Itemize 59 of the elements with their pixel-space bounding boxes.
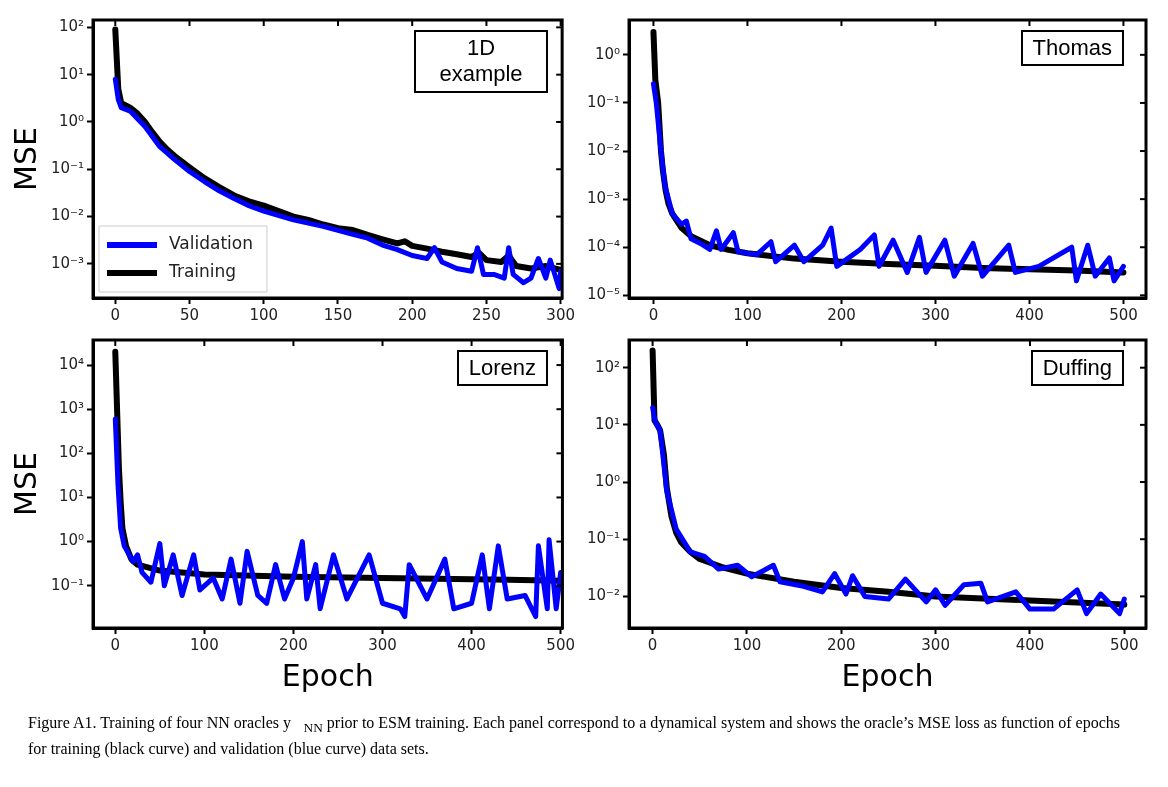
x-tick-label: 400 [1015, 635, 1045, 654]
y-tick-label: 10¹ [58, 487, 85, 506]
x-tick-label: 200 [397, 305, 427, 324]
x-tick-label: 100 [733, 305, 762, 324]
y-tick-label: 10⁰ [594, 471, 621, 490]
annotation: 1D example [414, 30, 548, 93]
x-axis-title: Epoch [841, 657, 934, 693]
x-tick-label: 200 [826, 635, 856, 654]
y-tick-label: 10⁻⁵ [586, 285, 621, 304]
x-tick-label: 500 [1109, 635, 1139, 654]
legend-label: Training [168, 261, 237, 282]
annotation: Thomas [1020, 30, 1124, 67]
x-tick-label: 0 [110, 305, 121, 324]
y-tick-label: 10² [58, 443, 85, 462]
legend-label: Validation [169, 233, 253, 254]
x-tick-label: 300 [368, 635, 397, 654]
y-axis-title: MSE [7, 452, 43, 516]
y-tick-label: 10¹ [58, 64, 85, 83]
x-tick-label: 100 [732, 635, 762, 654]
x-tick-label: 400 [457, 635, 486, 654]
y-tick-label: 10² [594, 357, 621, 376]
x-axis-title: Epoch [281, 657, 374, 693]
y-tick-label: 10⁻² [50, 206, 85, 225]
x-tick-label: 0 [647, 635, 658, 654]
y-tick-label: 10⁻¹ [50, 575, 85, 594]
y-tick-label: 10⁻³ [586, 189, 621, 208]
x-tick-label: 250 [472, 305, 501, 324]
x-tick-label: 400 [1015, 305, 1044, 324]
y-tick-label: 10⁰ [594, 44, 621, 63]
y-axis-title: MSE [7, 127, 43, 191]
x-tick-label: 500 [1109, 305, 1138, 324]
x-tick-label: 100 [249, 305, 279, 324]
y-tick-label: 10³ [58, 399, 85, 418]
x-tick-label: 50 [179, 305, 200, 324]
y-tick-label: 10⁻¹ [586, 529, 621, 548]
y-tick-label: 10⁻¹ [586, 92, 621, 111]
y-tick-label: 10⁰ [58, 111, 85, 130]
x-tick-label: 0 [648, 305, 659, 324]
x-tick-label: 100 [190, 635, 219, 654]
x-tick-label: 300 [546, 305, 575, 324]
y-tick-label: 10¹ [594, 414, 621, 433]
x-tick-label: 300 [921, 305, 950, 324]
y-tick-label: 10² [58, 17, 85, 36]
y-tick-label: 10⁰ [58, 531, 85, 550]
y-tick-label: 10⁻¹ [50, 159, 85, 178]
x-tick-label: 200 [279, 635, 308, 654]
y-tick-label: 10⁻² [586, 586, 621, 605]
x-tick-label: 500 [546, 635, 575, 654]
caption: Figure A1. Training of four NN oracles y⃗$_{NN}$ prior to ESM training. Each panel correspond to a dynamical system and shows the oracle’s MSE loss as function of epochs for training (black curve) and validation (blue curve) data sets. [28, 713, 1121, 760]
x-tick-label: 300 [921, 635, 950, 654]
y-tick-label: 10⁻⁴ [586, 237, 621, 256]
y-tick-label: 10⁻² [586, 140, 621, 159]
x-tick-label: 150 [323, 305, 353, 324]
annotation: Duffing [1030, 350, 1124, 387]
x-tick-label: 200 [827, 305, 856, 324]
annotation: Lorenz [456, 350, 548, 387]
y-tick-label: 10⁻³ [50, 253, 85, 272]
y-tick-label: 10⁴ [58, 354, 85, 373]
x-tick-label: 0 [110, 635, 121, 654]
